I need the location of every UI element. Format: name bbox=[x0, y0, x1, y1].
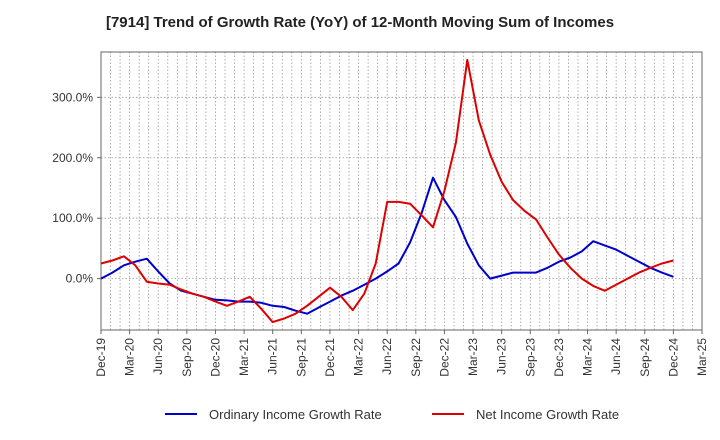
x-tick-label: Mar-22 bbox=[352, 338, 366, 376]
x-tick-label: Jun-20 bbox=[151, 338, 165, 375]
x-tick-label: Jun-23 bbox=[495, 338, 509, 375]
series-lines bbox=[100, 58, 674, 324]
x-tick-label: Jun-21 bbox=[266, 338, 280, 375]
x-tick-label: Jun-22 bbox=[380, 338, 394, 375]
x-tick-label: Sep-21 bbox=[294, 338, 308, 377]
y-axis-ticks: 0.0% 100.0% 200.0% 300.0% bbox=[52, 90, 101, 286]
x-tick-label: Dec-21 bbox=[323, 338, 337, 377]
legend: Ordinary Income Growth Rate Net Income Gr… bbox=[165, 407, 619, 422]
y-tick-label: 100.0% bbox=[52, 211, 93, 225]
x-tick-label: Sep-20 bbox=[180, 338, 194, 377]
x-tick-label: Mar-23 bbox=[466, 338, 480, 376]
x-tick-label: Dec-24 bbox=[666, 338, 680, 377]
x-axis-ticks: Dec-19 Mar-20 Jun-20 Sep-20 Dec-20 Mar-21 Jun-… bbox=[94, 330, 709, 377]
series-line-net-income bbox=[100, 58, 674, 324]
x-tick-label: Mar-21 bbox=[237, 338, 251, 376]
x-tick-label: Dec-23 bbox=[552, 338, 566, 377]
x-tick-label: Dec-19 bbox=[94, 338, 108, 377]
x-tick-label: Sep-23 bbox=[523, 338, 537, 377]
x-tick-label: Mar-20 bbox=[123, 338, 137, 376]
legend-label: Ordinary Income Growth Rate bbox=[209, 407, 382, 422]
y-tick-label: 200.0% bbox=[52, 151, 93, 165]
x-tick-label: Mar-25 bbox=[695, 338, 709, 376]
x-tick-label: Jun-24 bbox=[609, 338, 623, 375]
grid bbox=[100, 52, 703, 330]
x-tick-label: Dec-20 bbox=[208, 338, 222, 377]
legend-label: Net Income Growth Rate bbox=[476, 407, 619, 422]
x-tick-label: Mar-24 bbox=[581, 338, 595, 376]
x-tick-label: Dec-22 bbox=[437, 338, 451, 377]
x-tick-label: Sep-22 bbox=[409, 338, 423, 377]
chart-title: [7914] Trend of Growth Rate (YoY) of 12-… bbox=[106, 14, 614, 31]
y-tick-label: 300.0% bbox=[52, 90, 93, 104]
y-tick-label: 0.0% bbox=[66, 272, 94, 286]
plot-frame bbox=[100, 51, 703, 331]
x-tick-label: Sep-24 bbox=[638, 338, 652, 377]
